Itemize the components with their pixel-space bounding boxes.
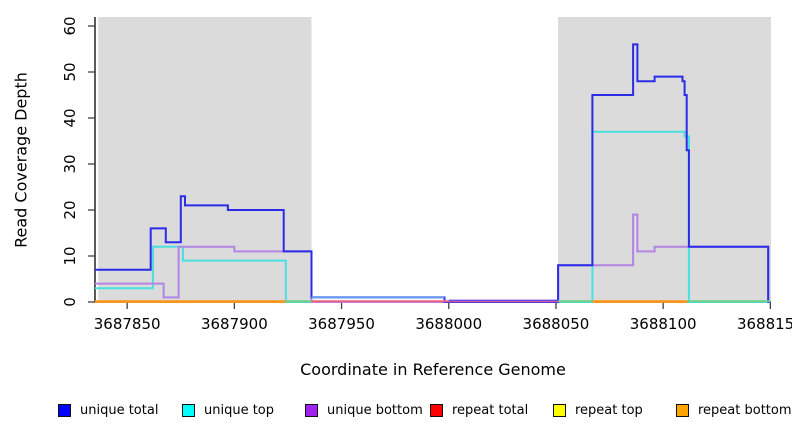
legend-swatch <box>182 403 195 417</box>
legend-label: unique top <box>204 402 275 418</box>
legend-swatch <box>305 403 318 417</box>
legend-label: repeat bottom <box>698 402 792 418</box>
y-tick-label: 20 <box>61 200 79 219</box>
x-tick-label: 3687850 <box>94 315 161 333</box>
x-tick-label: 3688100 <box>630 315 697 333</box>
legend-label: unique bottom <box>327 402 423 418</box>
legend-item-unique-top: unique top <box>182 401 274 419</box>
y-tick-label: 40 <box>61 108 79 127</box>
legend: unique total unique top unique bottom repea… <box>0 401 792 421</box>
legend-item-unique-bottom: unique bottom <box>305 401 423 419</box>
legend-item-unique-total: unique total <box>58 401 158 419</box>
x-axis-title: Coordinate in Reference Genome <box>300 360 566 379</box>
y-axis-title: Read Coverage Depth <box>11 72 31 248</box>
x-tick-label: 3688000 <box>415 315 482 333</box>
series-line-unique-total <box>95 43 771 303</box>
y-tick-label: 10 <box>61 246 79 265</box>
y-tick-label: 60 <box>61 16 79 35</box>
y-tick-label: 30 <box>61 154 79 173</box>
legend-swatch <box>58 403 71 417</box>
shaded-region <box>98 17 312 302</box>
x-tick-label: 3687950 <box>308 315 375 333</box>
legend-item-repeat-bottom: repeat bottom <box>676 401 792 419</box>
x-tick-label: 3688050 <box>523 315 590 333</box>
shaded-region <box>558 17 771 302</box>
legend-item-repeat-total: repeat total <box>430 401 528 419</box>
y-tick-label: 0 <box>61 297 79 307</box>
legend-label: repeat top <box>575 402 643 418</box>
legend-swatch <box>553 403 566 417</box>
legend-item-repeat-top: repeat top <box>553 401 643 419</box>
y-tick-label: 50 <box>61 62 79 81</box>
x-tick-label: 3687900 <box>201 315 268 333</box>
legend-swatch <box>430 403 443 417</box>
legend-label: repeat total <box>452 402 529 418</box>
legend-swatch <box>676 403 689 417</box>
legend-label: unique total <box>80 402 159 418</box>
